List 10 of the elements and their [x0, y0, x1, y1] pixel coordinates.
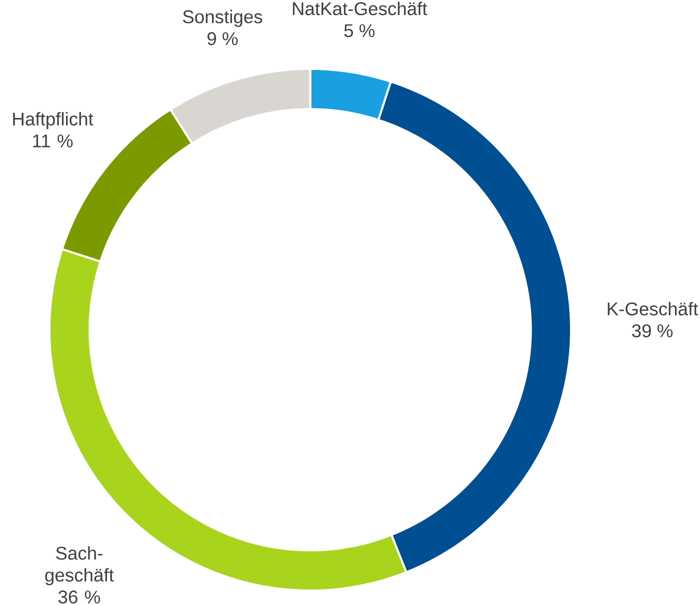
slice-label: Haftpflicht — [13, 112, 94, 130]
slice-label: NatKat-Geschäft — [292, 2, 428, 16]
slice-label: K-Geschäft — [608, 302, 698, 316]
data-label: 36 % — [58, 590, 100, 604]
data-label: 9 % — [208, 32, 238, 46]
slice-label: Sach-geschäft — [45, 546, 114, 586]
data-label: 5 % — [344, 24, 375, 38]
data-label: 11 % — [33, 134, 73, 148]
slice-label: Sonstiges — [182, 10, 262, 27]
data-label: 39 % — [632, 324, 673, 338]
